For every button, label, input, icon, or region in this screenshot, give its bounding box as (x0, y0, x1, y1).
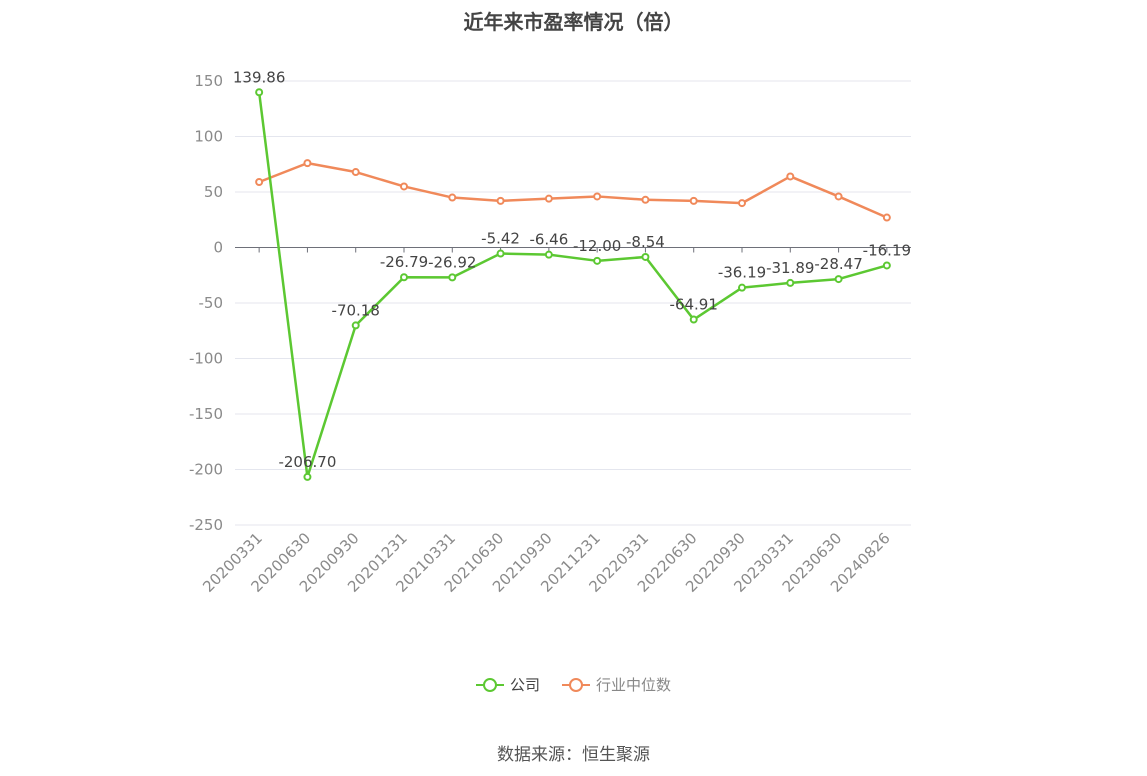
data-label: -6.46 (529, 231, 568, 249)
data-point (544, 194, 553, 203)
data-point (448, 193, 457, 202)
data-point (544, 250, 553, 259)
data-point (834, 275, 843, 284)
data-point (689, 196, 698, 205)
data-point (689, 315, 698, 324)
data-point (448, 273, 457, 282)
data-point (351, 168, 360, 177)
legend-label: 公司 (509, 676, 540, 694)
data-point (786, 278, 795, 287)
data-point (882, 261, 891, 270)
data-label: -26.92 (428, 253, 476, 271)
data-label: -12.00 (573, 237, 621, 255)
legend-item-industry-median[interactable]: 行业中位数 (562, 674, 671, 695)
data-point (593, 192, 602, 201)
data-label: -28.47 (814, 255, 862, 273)
data-point (496, 196, 505, 205)
y-tick-label: -50 (199, 294, 224, 312)
data-label: -70.18 (332, 301, 380, 319)
data-point (496, 249, 505, 258)
legend-label: 行业中位数 (596, 676, 672, 694)
chart-title: 近年来市盈率情况（倍） (463, 10, 684, 34)
y-tick-label: -100 (189, 350, 223, 368)
data-label: -5.42 (481, 230, 520, 248)
data-source: 数据来源：恒生聚源 (497, 745, 650, 765)
data-label: -31.89 (766, 259, 814, 277)
data-point (303, 159, 312, 168)
data-label: -8.54 (626, 233, 665, 251)
legend-marker-icon (562, 677, 590, 692)
y-tick-label: -150 (189, 405, 223, 423)
line-chart: 150 100 50 0 -50 -100 -150 -200 -250 20200331202… (189, 68, 911, 596)
data-point (834, 192, 843, 201)
data-label: -26.79 (380, 253, 428, 271)
data-point (786, 172, 795, 181)
y-tick-label: 0 (213, 239, 223, 257)
x-axis: 2020033120200630202009302020123120210331… (199, 247, 911, 596)
data-label: -64.91 (670, 296, 718, 314)
y-tick-label: 150 (194, 72, 223, 90)
data-point (738, 283, 746, 292)
data-label: -16.19 (863, 241, 911, 259)
data-point (641, 195, 650, 204)
data-point (593, 256, 602, 265)
data-point (400, 273, 408, 282)
y-tick-label: -250 (189, 516, 223, 534)
data-labels: 139.86 -206.70 -70.18 -26.79 -26.92 -5.42 -6.4… (233, 68, 911, 471)
data-point (882, 213, 891, 222)
series-line (257, 92, 888, 479)
y-tick-label: 50 (204, 183, 223, 201)
data-point (400, 182, 408, 191)
data-point (303, 472, 312, 481)
series-line (258, 161, 888, 219)
data-point (738, 199, 746, 208)
y-axis: 150 100 50 0 -50 -100 -150 -200 -250 (189, 72, 223, 534)
legend-item-company[interactable]: 公司 (475, 674, 540, 695)
y-tick-label: -200 (189, 461, 223, 479)
data-point (351, 321, 360, 330)
series-layer (255, 88, 891, 481)
data-point (255, 88, 264, 97)
data-point (255, 178, 264, 187)
data-label: -206.70 (278, 453, 336, 471)
data-label: -36.19 (718, 264, 766, 282)
data-label: 139.86 (233, 68, 286, 86)
data-point (641, 252, 650, 261)
y-tick-label: 100 (194, 128, 223, 146)
legend: 公司 行业中位数 (0, 674, 1147, 695)
legend-marker-icon (475, 677, 504, 692)
